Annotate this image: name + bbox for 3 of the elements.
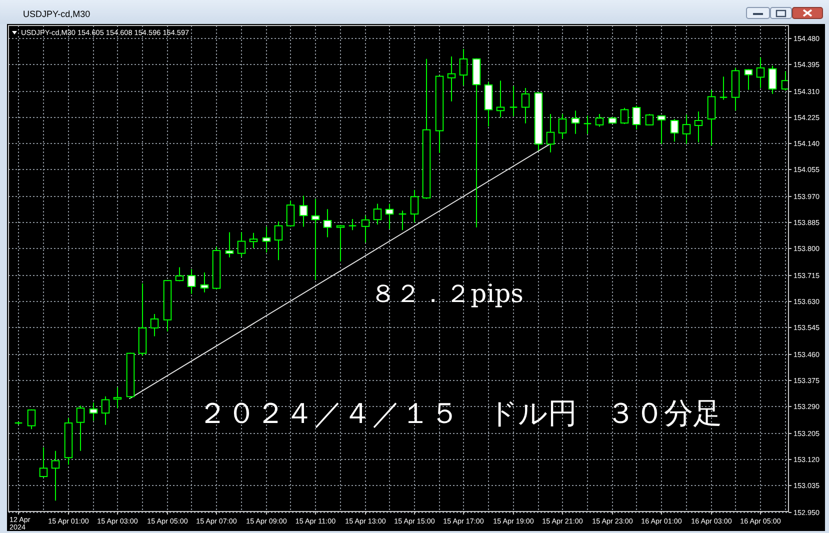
annotation: ２０２４／４／１５ ドル円 ３０分足 [198, 396, 722, 430]
title: USDJPY-cd,M30 [23, 9, 90, 19]
annotation: ８２．２pips [370, 279, 524, 308]
